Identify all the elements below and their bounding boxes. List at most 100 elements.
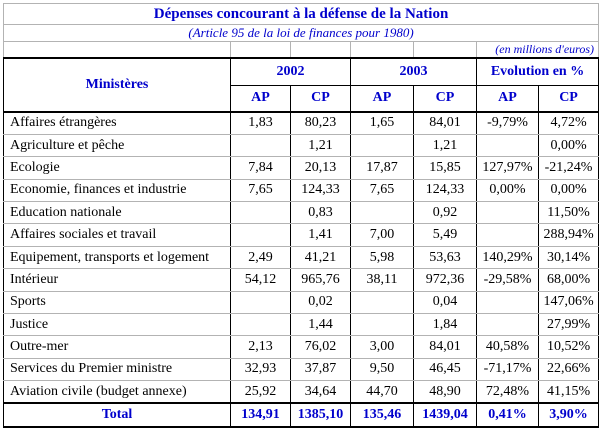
ap-2002-value: 7,65 — [230, 178, 291, 203]
cp-2003-value: 84,01 — [413, 335, 477, 359]
cp-2002-value: 1,44 — [290, 313, 351, 337]
cp-2003-value: 1,21 — [413, 133, 477, 158]
total-label: Total — [3, 402, 231, 429]
ap-2003-value — [350, 313, 414, 337]
ap-2003-value: 1,65 — [350, 111, 414, 135]
total-cp-2003: 1439,04 — [413, 402, 477, 429]
table-row: Affaires sociales et travail 1,41 7,00 5… — [3, 223, 600, 247]
cp-2003-value: 48,90 — [413, 380, 477, 404]
empty-cell — [230, 41, 291, 59]
ap-2003-value — [350, 290, 414, 315]
cp-evolution-value: 0,00% — [537, 133, 600, 158]
cp-2003-value: 972,36 — [413, 268, 477, 292]
total-cp-evolution: 3,90% — [537, 402, 600, 429]
ministry-label: Justice — [3, 313, 231, 337]
table-row: Services du Premier ministre 32,93 37,87… — [3, 357, 600, 382]
cp-2002-value: 0,83 — [290, 201, 351, 225]
column-header-ap-2003: AP — [350, 84, 414, 113]
ap-evolution-value — [476, 290, 539, 315]
cp-2003-value: 5,49 — [413, 223, 477, 247]
table-row: Intérieur 54,12 965,76 38,11 972,36 -29,… — [3, 268, 600, 292]
ap-2002-value: 7,84 — [230, 156, 291, 180]
ap-2002-value — [230, 290, 291, 315]
cp-evolution-value: 27,99% — [537, 313, 600, 337]
ministry-label: Aviation civile (budget annexe) — [3, 380, 231, 404]
cp-evolution-value: 4,72% — [537, 111, 600, 135]
column-header-cp-2003: CP — [413, 84, 477, 113]
ap-2003-value: 5,98 — [350, 245, 414, 270]
cp-evolution-value: 41,15% — [537, 380, 600, 404]
ap-2003-value: 3,00 — [350, 335, 414, 359]
ministry-label: Intérieur — [3, 268, 231, 292]
ap-evolution-value: -9,79% — [476, 111, 539, 135]
ap-2002-value: 1,83 — [230, 111, 291, 135]
cp-2002-value: 20,13 — [290, 156, 351, 180]
ministry-label: Affaires étrangères — [3, 111, 231, 135]
document-title: Dépenses concourant à la défense de la N… — [2, 3, 600, 25]
cp-evolution-value: 11,50% — [537, 201, 600, 225]
ap-evolution-value: 0,00% — [476, 178, 539, 203]
ministry-label: Sports — [3, 290, 231, 315]
cp-2002-value: 76,02 — [290, 335, 351, 359]
cp-2002-value: 1,21 — [290, 133, 351, 158]
ap-2002-value — [230, 223, 291, 247]
ap-2003-value: 7,00 — [350, 223, 414, 247]
table-row: Sports 0,02 0,04 147,06% — [3, 290, 600, 315]
cp-2002-value: 80,23 — [290, 111, 351, 135]
title-row: Dépenses concourant à la défense de la N… — [2, 3, 600, 25]
header-row-years: Ministères 2002 2003 Evolution en % — [3, 57, 600, 113]
total-row: Total 134,91 1385,10 135,46 1439,04 0,41… — [3, 402, 600, 429]
ap-2002-value — [230, 313, 291, 337]
ap-2002-value: 2,49 — [230, 245, 291, 270]
table-row: Education nationale 0,83 0,92 11,50% — [3, 201, 600, 225]
ap-2002-value: 32,93 — [230, 357, 291, 382]
ministry-label: Services du Premier ministre — [3, 357, 231, 382]
table-row: Economie, finances et industrie 7,65 124… — [3, 178, 600, 203]
ap-2002-value: 2,13 — [230, 335, 291, 359]
cp-2003-value: 1,84 — [413, 313, 477, 337]
total-ap-evolution: 0,41% — [476, 402, 539, 429]
document-subtitle: (Article 95 de la loi de finances pour 1… — [2, 24, 600, 42]
column-header-ap-evol: AP — [476, 84, 539, 113]
header-row-ap-cp: AP CP AP CP AP CP — [4, 84, 600, 113]
ap-2002-value — [230, 201, 291, 225]
total-cp-2002: 1385,10 — [290, 402, 351, 429]
subtitle-row: (Article 95 de la loi de finances pour 1… — [2, 24, 600, 42]
cp-2002-value: 124,33 — [290, 178, 351, 203]
ap-2003-value: 17,87 — [350, 156, 414, 180]
ap-2003-value — [350, 133, 414, 158]
empty-cell — [290, 41, 351, 59]
empty-cell — [350, 41, 414, 59]
ap-evolution-value: 72,48% — [476, 380, 539, 404]
cp-2002-value: 37,87 — [290, 357, 351, 382]
column-header-2002: 2002 — [230, 57, 351, 86]
unit-row: (en millions d'euros) — [3, 41, 600, 59]
table-row: Outre-mer 2,13 76,02 3,00 84,01 40,58% 1… — [3, 335, 600, 359]
column-header-cp-evol: CP — [537, 84, 600, 113]
table-row: Equipement, transports et logement 2,49 … — [3, 245, 600, 270]
cp-2003-value: 15,85 — [413, 156, 477, 180]
cp-evolution-value: 0,00% — [537, 178, 600, 203]
ap-2002-value: 54,12 — [230, 268, 291, 292]
cp-2003-value: 0,92 — [413, 201, 477, 225]
cp-2002-value: 34,64 — [290, 380, 351, 404]
cp-evolution-value: 147,06% — [537, 290, 600, 315]
cp-evolution-value: 288,94% — [537, 223, 600, 247]
cp-2003-value: 0,04 — [413, 290, 477, 315]
ministry-label: Agriculture et pêche — [3, 133, 231, 158]
cp-evolution-value: 30,14% — [537, 245, 600, 270]
total-ap-2002: 134,91 — [230, 402, 291, 429]
ap-2002-value — [230, 133, 291, 158]
cp-2003-value: 53,63 — [413, 245, 477, 270]
cp-2003-value: 124,33 — [413, 178, 477, 203]
ap-evolution-value: -29,58% — [476, 268, 539, 292]
cp-2003-value: 84,01 — [413, 111, 477, 135]
table-row: Affaires étrangères 1,83 80,23 1,65 84,0… — [3, 111, 600, 135]
ap-2003-value: 7,65 — [350, 178, 414, 203]
table-row: Ecologie 7,84 20,13 17,87 15,85 127,97% … — [3, 156, 600, 180]
ap-2003-value — [350, 201, 414, 225]
cp-2003-value: 46,45 — [413, 357, 477, 382]
ministry-label: Economie, finances et industrie — [3, 178, 231, 203]
table-row: Aviation civile (budget annexe) 25,92 34… — [3, 380, 600, 404]
budget-table: Dépenses concourant à la défense de la N… — [2, 3, 600, 429]
